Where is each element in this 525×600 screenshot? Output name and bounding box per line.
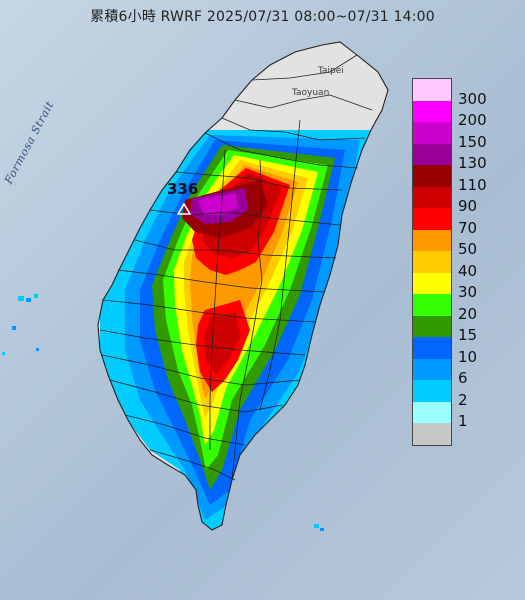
legend-label: 6	[458, 369, 468, 387]
legend-label: 70	[458, 218, 478, 237]
legend-swatch	[413, 337, 451, 359]
legend-swatch	[413, 358, 451, 380]
legend-swatch	[413, 251, 451, 273]
legend-swatch	[413, 272, 451, 294]
legend-label: 90	[458, 197, 478, 215]
legend-swatch	[413, 380, 451, 402]
legend-label: 110	[458, 175, 487, 194]
legend-swatch	[413, 143, 451, 165]
legend-swatch	[413, 100, 451, 122]
legend-label: 40	[458, 261, 478, 280]
legend-swatch	[413, 79, 451, 101]
legend-swatch	[413, 294, 451, 316]
city-label-taoyuan: Taoyuan	[292, 88, 330, 98]
boundary-lines	[99, 54, 373, 481]
legend-label: 50	[458, 240, 478, 258]
city-label-taipei: Taipei	[318, 66, 344, 76]
legend-swatch	[413, 423, 451, 445]
legend-label: 300	[458, 89, 487, 108]
legend-label: 1	[458, 412, 468, 430]
legend-label: 200	[458, 111, 487, 129]
map-title: 累積6小時 RWRF 2025/07/31 08:00~07/31 14:00	[90, 9, 435, 25]
legend-label: 10	[458, 347, 478, 366]
legend-swatch	[413, 122, 451, 144]
legend-label: 20	[458, 304, 478, 323]
legend-swatch	[413, 315, 451, 337]
legend-swatch	[413, 229, 451, 251]
legend-label: 150	[458, 132, 487, 151]
legend-label: 15	[458, 326, 478, 344]
legend-swatch	[413, 208, 451, 230]
max-rainfall-value: 336	[167, 180, 199, 198]
color-legend-bar	[412, 78, 452, 446]
max-rainfall-marker-icon	[177, 203, 191, 215]
legend-label: 2	[458, 390, 468, 409]
legend-swatch	[413, 165, 451, 187]
legend-label: 130	[458, 154, 487, 172]
offshore-rain-cells	[2, 294, 324, 531]
legend-swatch	[413, 401, 451, 423]
legend-swatch	[413, 186, 451, 208]
rainfall-overlay	[100, 130, 372, 530]
legend-label: 30	[458, 283, 478, 301]
